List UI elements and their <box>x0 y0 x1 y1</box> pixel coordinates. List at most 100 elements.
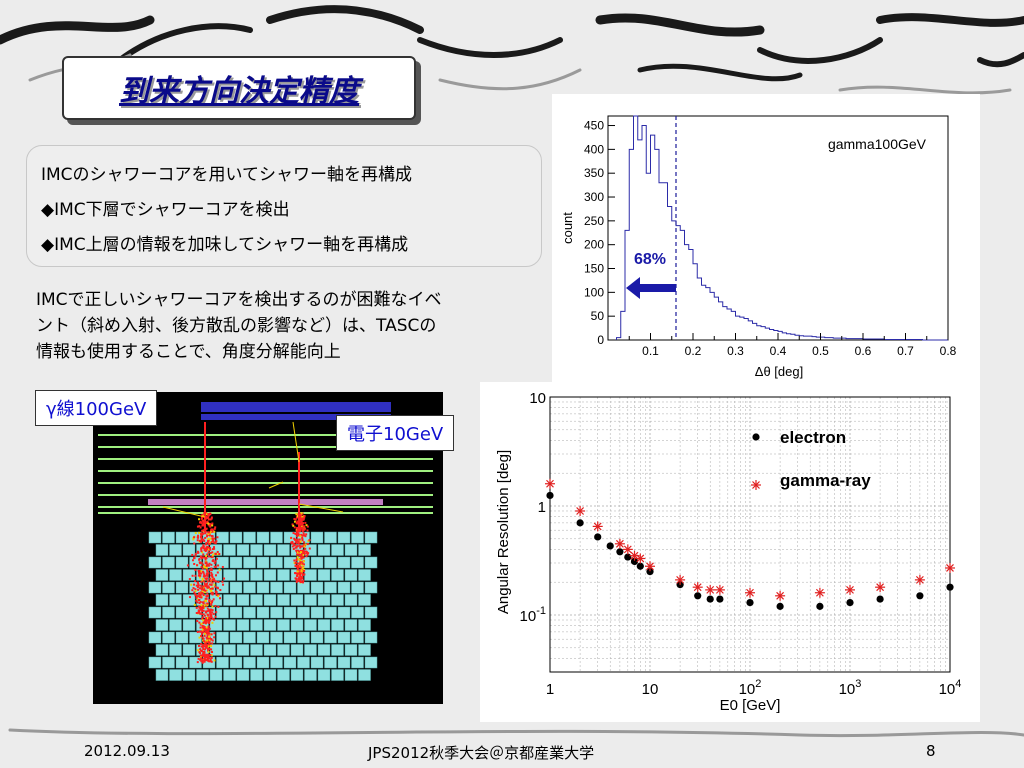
shower-hit <box>207 609 210 612</box>
shower-hit <box>200 588 203 591</box>
shower-hit <box>297 532 300 535</box>
shower-hit <box>201 610 204 613</box>
tasc-bar <box>297 656 310 669</box>
shower-hit <box>200 550 203 553</box>
particle-track <box>292 421 300 463</box>
x-tick-exponent: 2 <box>755 678 761 690</box>
shower-hit <box>201 590 204 593</box>
shower-hit <box>205 659 208 662</box>
y-tick-label: 0 <box>597 333 604 347</box>
shower-hit <box>300 520 303 523</box>
shower-hit <box>198 525 201 528</box>
tasc-bar <box>175 581 189 594</box>
shower-hit <box>204 619 207 622</box>
y-tick-label: 50 <box>591 309 605 323</box>
shower-hit <box>202 621 205 624</box>
shower-hit <box>305 533 308 536</box>
shower-hit <box>216 571 219 574</box>
shower-hit <box>186 564 189 567</box>
shower-hit <box>196 581 199 584</box>
shower-hit <box>200 547 203 550</box>
shower-hit <box>296 530 299 533</box>
shower-hit <box>302 560 305 563</box>
y-tick-label: 100 <box>584 285 604 299</box>
shower-hit <box>210 660 213 663</box>
shower-hit <box>203 556 206 559</box>
shower-hit <box>206 630 209 633</box>
shower-hit <box>295 580 298 583</box>
shower-hit <box>201 551 204 554</box>
shower-hit <box>203 582 206 585</box>
shower-hit <box>194 590 197 593</box>
tasc-bar <box>223 544 236 556</box>
tasc-bar <box>358 619 371 631</box>
shower-hit <box>208 586 211 589</box>
shower-hit <box>201 604 204 607</box>
shower-hit <box>201 636 204 639</box>
shower-hit <box>205 595 208 598</box>
tasc-bar <box>148 631 162 644</box>
shower-hit <box>212 529 215 532</box>
shower-hit <box>290 536 293 539</box>
y-tick-label: 200 <box>584 238 604 252</box>
shower-hit <box>205 554 208 557</box>
shower-hit <box>296 566 299 569</box>
shower-hit <box>307 540 310 543</box>
slide-title: 到来方向決定精度 <box>119 74 359 109</box>
tasc-bar <box>270 606 283 619</box>
shower-hit <box>208 616 211 619</box>
shower-hit <box>216 536 219 539</box>
shower-hit <box>291 540 294 543</box>
shower-hit <box>208 524 211 527</box>
shower-hit <box>294 572 297 575</box>
shower-hit <box>207 655 210 658</box>
y-tick-label: 10-1 <box>520 605 546 625</box>
shower-hit <box>202 580 205 583</box>
tasc-bar <box>256 656 270 669</box>
shower-hit <box>211 554 214 557</box>
tasc-bar <box>263 669 277 681</box>
shower-hit <box>306 529 309 532</box>
shower-hit <box>212 613 215 616</box>
shower-hit <box>211 555 214 558</box>
shower-hit <box>216 550 219 553</box>
tasc-bar <box>317 669 331 681</box>
shower-hit <box>298 558 301 561</box>
tasc-bar <box>283 656 297 669</box>
shower-hit <box>196 539 199 542</box>
shower-hit <box>199 652 202 655</box>
gamma-point <box>745 587 755 598</box>
shower-hit <box>207 551 210 554</box>
shower-hit <box>198 593 201 596</box>
shower-hit <box>196 630 199 633</box>
x-tick-label: 0.7 <box>897 344 914 358</box>
shower-hit <box>198 569 201 572</box>
shower-hit <box>200 548 203 551</box>
y-tick-label: 450 <box>584 119 604 133</box>
shower-hit <box>198 621 201 624</box>
shower-hit <box>197 595 200 598</box>
shower-hit <box>301 572 304 575</box>
tasc-bar <box>337 631 351 644</box>
tasc-bar <box>175 631 189 644</box>
x-tick-label: 103 <box>839 678 862 698</box>
shower-hit <box>202 619 205 622</box>
shower-hit <box>206 572 209 575</box>
gamma-point <box>614 538 625 549</box>
shower-hit <box>300 551 303 554</box>
shower-hit <box>205 645 208 648</box>
shower-hit <box>206 516 209 519</box>
tasc-bar <box>209 669 223 681</box>
arrow-head <box>626 277 640 299</box>
shower-hit <box>198 602 201 605</box>
shower-hit <box>194 552 197 555</box>
tasc-bar <box>162 556 175 569</box>
shower-hit <box>201 659 204 662</box>
y-axis-label: count <box>560 212 575 244</box>
shower-hit <box>197 585 200 588</box>
shower-hit <box>199 630 202 633</box>
shower-hit <box>207 564 210 567</box>
shower-hit <box>196 550 199 553</box>
shower-hit <box>195 599 198 602</box>
tasc-bar <box>236 594 250 606</box>
